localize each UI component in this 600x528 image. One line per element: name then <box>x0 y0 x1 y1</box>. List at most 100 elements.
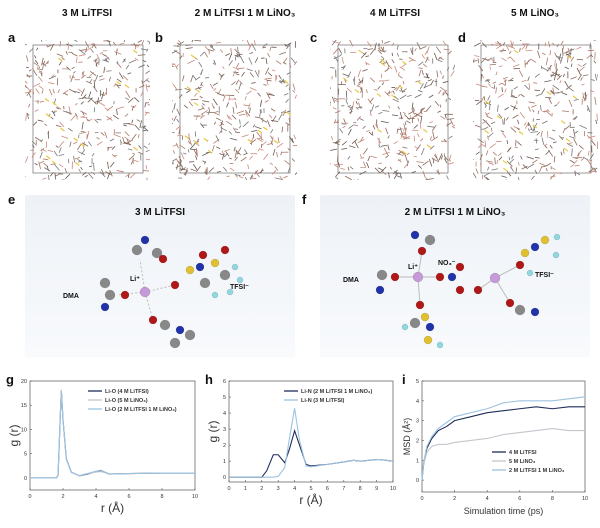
molecule-bond <box>173 103 176 110</box>
molecule-bond <box>109 138 115 142</box>
molecule-bond <box>358 78 362 84</box>
tfsi-bond <box>247 138 253 143</box>
tfsi-bond <box>60 127 65 132</box>
molecule-bond <box>244 96 247 100</box>
molecule-bond <box>233 71 239 74</box>
y-tick-label: 0 <box>24 476 27 482</box>
molecule-bond <box>414 146 419 150</box>
molecule-bond <box>426 57 430 62</box>
molecule-bond <box>228 130 232 135</box>
molecule-bond <box>501 175 507 178</box>
molecule-bond <box>93 80 96 89</box>
molecule-bond <box>196 149 198 157</box>
tfsi-bond <box>273 139 279 144</box>
molecule-bond <box>140 91 144 97</box>
molecule-bond <box>501 132 507 138</box>
y-tick-label: 2 <box>416 438 419 444</box>
molecule-bond <box>142 59 147 63</box>
molecule-bond <box>266 92 271 100</box>
molecule-bond <box>513 86 519 90</box>
x-tick-label: 4 <box>486 496 489 502</box>
molecule-bond <box>413 124 419 129</box>
molecule-bond <box>539 166 543 173</box>
x-tick-label: 0 <box>227 486 230 492</box>
molecule-bond <box>136 119 141 122</box>
molecule-bond <box>396 175 401 178</box>
molecule-bond <box>239 119 241 125</box>
molecule-bond <box>428 158 433 167</box>
molecule-bond <box>589 153 595 160</box>
molecule-bond <box>179 55 183 60</box>
atom <box>552 251 560 259</box>
x-tick-label: 2 <box>260 486 263 492</box>
molecule-bond <box>442 80 449 84</box>
molecule-bond <box>88 91 92 99</box>
molecule-bond <box>347 156 351 160</box>
molecule-bond <box>521 165 528 170</box>
molecule-bond <box>349 40 354 47</box>
molecule-bond <box>55 124 62 128</box>
molecule-bond <box>50 44 54 51</box>
molecule-bond <box>31 140 37 146</box>
molecule-bond <box>94 119 99 124</box>
molecule-bond <box>284 160 291 166</box>
molecule-bond <box>406 120 411 124</box>
x-tick-label: 0 <box>28 494 31 500</box>
molecule-bond <box>173 150 175 154</box>
molecule-bond <box>520 93 525 98</box>
molecule-bond <box>222 66 225 70</box>
molecule-bond <box>104 131 108 139</box>
molecule-bond <box>372 124 376 130</box>
molecule-bond <box>496 43 504 50</box>
molecule-bond <box>185 167 188 176</box>
molecule-bond <box>226 120 233 126</box>
panel-label: e <box>8 192 16 207</box>
molecule-bond <box>122 75 129 81</box>
molecule-bond <box>499 50 506 52</box>
atom <box>410 230 420 240</box>
molecule-bond <box>106 117 113 121</box>
molecule-bond <box>41 89 44 94</box>
molecule-bond <box>114 51 122 55</box>
x-axis-label: Simulation time (ps) <box>464 506 544 516</box>
molecule-bond <box>172 131 175 134</box>
molecule-bond <box>282 109 287 117</box>
tfsi-bond <box>416 80 422 85</box>
molecule-bond <box>576 150 582 157</box>
molecule-bond <box>37 119 44 122</box>
molecule-bond <box>411 102 414 111</box>
tfsi-bond <box>283 79 289 84</box>
molecule-bond <box>419 107 426 113</box>
molecule-bond <box>265 67 270 75</box>
tfsi-bond <box>376 93 382 98</box>
molecule-bond <box>219 153 224 156</box>
molecule-bond <box>346 87 352 93</box>
molecule-bond <box>534 148 539 151</box>
molecule-bond <box>142 126 149 132</box>
tfsi-bond <box>207 149 213 154</box>
molecule-bond <box>109 169 113 177</box>
y-tick-label: 10 <box>21 427 27 433</box>
molecule-bond <box>174 49 181 55</box>
molecule-bond <box>425 178 428 180</box>
molecule-bond <box>333 119 337 124</box>
molecule-bond <box>552 84 560 91</box>
atom <box>424 234 436 246</box>
molecule-bond <box>524 123 529 129</box>
molecule-bond <box>540 130 543 137</box>
molecule-bond <box>188 101 194 107</box>
molecule-bond <box>535 93 543 97</box>
atom <box>515 260 525 270</box>
molecule-bond <box>106 146 113 149</box>
molecule-bond <box>513 126 521 130</box>
molecule-bond <box>276 151 278 158</box>
molecule-bond <box>492 81 497 84</box>
molecule-bond <box>506 171 512 177</box>
molecule-bond <box>377 49 383 55</box>
molecule-bond <box>291 137 294 144</box>
tfsi-bond <box>203 137 209 142</box>
atom <box>195 262 205 272</box>
molecule-bond <box>260 133 263 140</box>
molecule-bond <box>113 129 116 135</box>
molecule-bond <box>385 60 390 67</box>
